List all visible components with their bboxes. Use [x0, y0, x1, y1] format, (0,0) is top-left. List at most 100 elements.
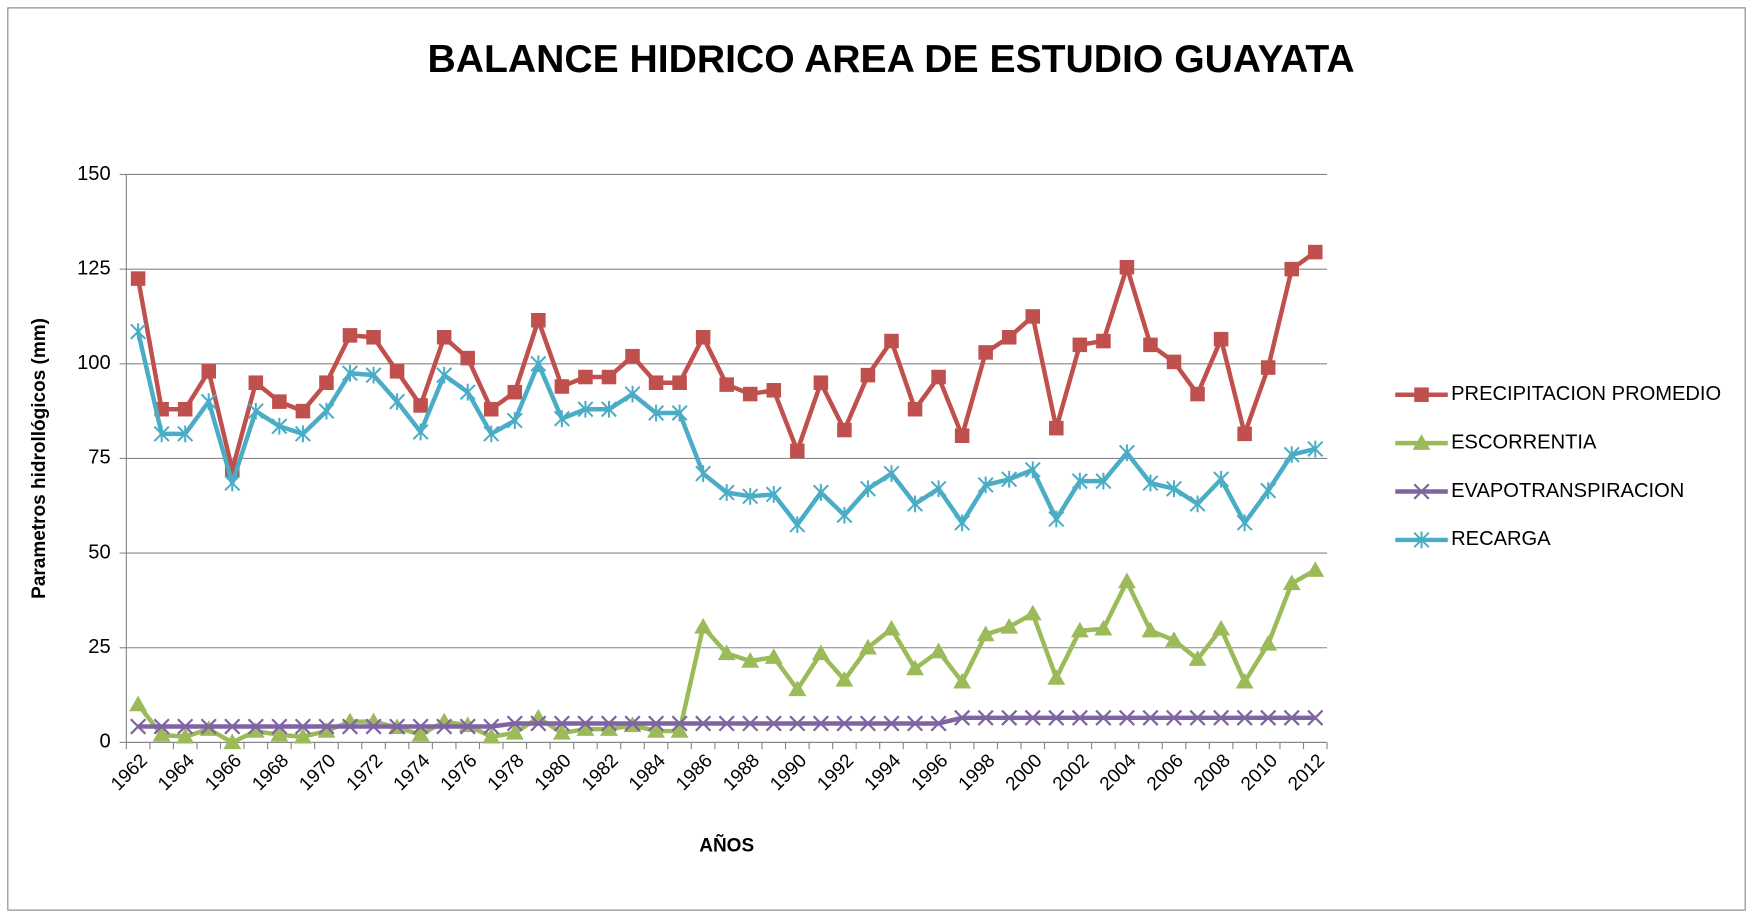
data-marker [859, 638, 877, 655]
data-marker [1308, 244, 1323, 260]
data-marker [1283, 709, 1300, 726]
data-marker [1212, 619, 1231, 636]
data-marker [1260, 709, 1277, 726]
data-marker [1001, 470, 1018, 488]
data-marker [506, 715, 523, 732]
data-marker [294, 718, 311, 735]
data-marker [601, 369, 617, 385]
data-marker [672, 375, 687, 390]
data-marker [1001, 709, 1018, 726]
data-marker [742, 715, 759, 732]
data-marker [930, 480, 947, 498]
data-marker [1024, 461, 1041, 479]
data-marker [977, 476, 994, 494]
data-marker [1236, 709, 1253, 726]
data-marker [411, 725, 430, 742]
data-marker [906, 715, 924, 732]
legend-label: PRECIPITACION PROMEDIO [1451, 383, 1721, 405]
data-marker [977, 709, 994, 726]
data-marker [1283, 446, 1300, 464]
data-marker [176, 727, 195, 744]
data-marker [483, 718, 500, 735]
data-marker [248, 375, 264, 390]
data-marker [177, 401, 193, 417]
data-marker [413, 398, 428, 413]
data-marker [882, 619, 901, 636]
data-marker [342, 364, 358, 382]
data-marker [625, 348, 640, 364]
data-marker [552, 723, 571, 740]
data-marker [482, 727, 501, 744]
data-marker [389, 393, 406, 411]
data-marker [1236, 514, 1253, 532]
data-marker [859, 715, 877, 732]
y-tick-label: 100 [77, 352, 111, 374]
data-marker [530, 715, 547, 732]
data-marker [1072, 337, 1088, 353]
data-marker [389, 364, 405, 379]
data-marker [766, 383, 782, 398]
legend-marker [1413, 483, 1430, 500]
data-marker [790, 443, 805, 459]
data-marker [883, 465, 900, 482]
data-marker [648, 715, 665, 732]
data-marker [906, 659, 924, 676]
data-marker [1189, 495, 1206, 513]
data-marker [365, 718, 382, 735]
data-marker [436, 330, 452, 345]
data-marker [1071, 472, 1088, 490]
data-marker [577, 400, 594, 418]
data-marker [295, 403, 311, 419]
data-marker [531, 312, 546, 328]
data-marker [1213, 331, 1229, 347]
data-marker [1095, 709, 1112, 726]
data-marker [1000, 617, 1019, 634]
data-marker [741, 652, 760, 668]
data-marker [460, 350, 475, 366]
data-marker [342, 328, 358, 343]
data-marker [317, 722, 336, 738]
data-marker [600, 400, 617, 418]
data-marker [1119, 259, 1135, 275]
data-marker [129, 695, 148, 712]
data-marker [837, 422, 852, 438]
data-marker [836, 506, 853, 524]
data-marker [271, 718, 288, 735]
data-marker [624, 715, 641, 732]
data-marker [200, 393, 217, 411]
data-marker [1282, 574, 1301, 591]
y-tick-label: 75 [88, 447, 110, 469]
data-marker [1213, 470, 1230, 488]
data-marker [718, 715, 735, 732]
data-marker [954, 428, 970, 443]
data-marker [554, 379, 570, 394]
data-marker [200, 718, 217, 735]
data-marker [812, 484, 829, 501]
data-marker [929, 642, 948, 659]
y-tick-label: 25 [88, 636, 110, 658]
data-marker [530, 355, 547, 373]
data-marker [294, 425, 311, 443]
data-marker [1118, 444, 1135, 462]
data-marker [813, 375, 829, 390]
data-marker [859, 480, 876, 498]
data-marker [389, 718, 406, 735]
data-marker [978, 345, 993, 360]
data-marker [1047, 669, 1066, 685]
data-marker [1188, 650, 1207, 666]
data-marker [270, 725, 289, 742]
data-marker [246, 722, 265, 738]
data-marker [1117, 572, 1136, 589]
x-axis-title: AÑOS [699, 834, 754, 856]
data-marker [529, 708, 548, 725]
data-marker [860, 367, 876, 383]
legend-label: EVAPOTRANSPIRACION [1451, 480, 1684, 502]
data-marker [1094, 619, 1113, 636]
data-marker [1165, 709, 1183, 726]
data-marker [789, 715, 806, 732]
data-marker [1166, 354, 1182, 370]
data-marker [648, 375, 664, 390]
series [130, 323, 1324, 534]
